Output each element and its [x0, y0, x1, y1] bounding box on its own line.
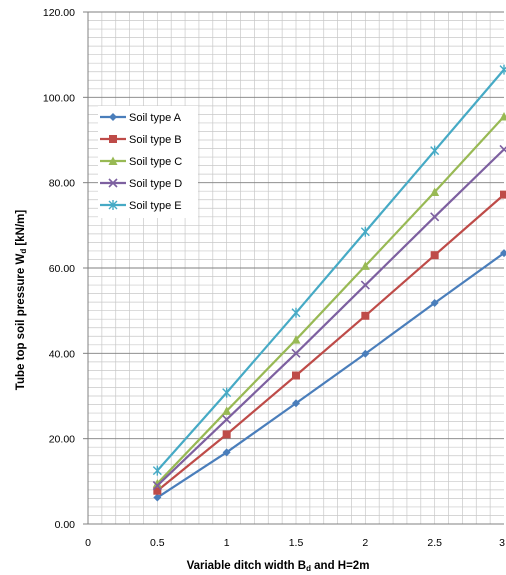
x-tick-labels: 0 0.5 1 1.5 2 2.5 3	[85, 537, 505, 549]
y-axis-title-main: Tube top soil pressure W	[15, 254, 27, 391]
data-point	[430, 212, 440, 222]
y-tick-labels: 0.00 20.00 40.00 60.00 80.00 100.00 120.00	[43, 7, 75, 531]
legend-item: Soil type C	[100, 156, 182, 168]
x-tick-label: 0.5	[150, 537, 165, 549]
y-axis-title: Tube top soil pressure Wd [kN/m]	[15, 210, 28, 391]
data-point	[108, 200, 118, 210]
data-point	[430, 145, 440, 156]
legend-item: Soil type E	[100, 200, 182, 212]
data-point	[152, 481, 162, 491]
legend-label: Soil type A	[129, 112, 182, 124]
data-point	[360, 226, 370, 237]
legend-item: Soil type B	[100, 134, 182, 146]
data-point	[222, 387, 232, 398]
data-point	[430, 298, 439, 307]
series-soil-type-a	[153, 249, 506, 502]
series-group	[152, 64, 506, 502]
series-line	[156, 115, 505, 485]
series-line	[156, 252, 505, 499]
data-point	[153, 486, 162, 495]
data-point	[361, 349, 370, 358]
data-point	[109, 135, 117, 143]
data-point	[152, 465, 162, 476]
y-axis-title-suffix: [kN/m]	[15, 210, 27, 249]
data-point	[361, 311, 370, 320]
x-axis-title: Variable ditch width Bd and H=2m	[187, 560, 370, 573]
data-point	[499, 64, 506, 75]
y-tick-label: 60.00	[49, 263, 75, 275]
axes	[83, 11, 504, 525]
y-tick-label: 100.00	[43, 92, 75, 104]
series-soil-type-e	[152, 64, 506, 476]
data-point	[291, 348, 301, 358]
x-tick-label: 3	[499, 537, 505, 549]
data-point	[152, 478, 162, 488]
data-point	[499, 144, 506, 154]
x-tick-label: 2.5	[427, 537, 442, 549]
x-axis-title-main: Variable ditch width B	[187, 560, 307, 572]
data-point	[430, 187, 440, 197]
y-axis-title-sub: d	[19, 249, 28, 254]
series-line	[156, 68, 505, 472]
data-point	[222, 430, 231, 439]
data-point	[292, 371, 300, 380]
data-point	[222, 406, 232, 415]
series-line	[156, 193, 505, 492]
series-soil-type-d	[152, 144, 506, 491]
legend-item: Soil type A	[100, 112, 182, 124]
data-point	[108, 178, 118, 188]
y-tick-label: 20.00	[49, 434, 75, 446]
legend-label: Soil type D	[129, 178, 182, 190]
data-point	[153, 493, 162, 502]
data-point	[360, 280, 370, 290]
legend-item: Soil type D	[100, 178, 182, 190]
data-point	[499, 112, 506, 121]
legend-label: Soil type E	[129, 200, 182, 212]
y-tick-label: 120.00	[43, 7, 75, 19]
data-point	[222, 414, 232, 425]
data-point	[360, 261, 370, 270]
data-point	[109, 113, 117, 121]
gridlines	[88, 11, 504, 524]
series-soil-type-c	[152, 112, 506, 488]
legend-label: Soil type B	[129, 134, 182, 146]
y-tick-label: 80.00	[49, 178, 75, 190]
data-point	[291, 307, 301, 318]
x-tick-label: 1	[224, 537, 230, 549]
y-tick-label: 0.00	[55, 519, 76, 531]
x-axis-title-suffix: and H=2m	[311, 560, 369, 572]
data-point	[291, 335, 301, 344]
x-tick-label: 0	[85, 537, 91, 549]
series-line	[156, 148, 505, 487]
legend: Soil type A Soil type B Soil type C Soil ty…	[98, 106, 198, 218]
data-point	[500, 249, 506, 258]
x-tick-label: 2	[362, 537, 368, 549]
data-point	[500, 190, 506, 199]
x-axis-title-sub: d	[306, 564, 311, 573]
data-point	[430, 251, 439, 260]
y-tick-label: 40.00	[49, 348, 75, 360]
x-tick-label: 1.5	[289, 537, 304, 549]
legend-label: Soil type C	[129, 156, 182, 168]
data-point	[222, 448, 231, 457]
data-point	[292, 399, 300, 408]
series-soil-type-b	[153, 190, 506, 495]
data-point	[108, 156, 118, 165]
